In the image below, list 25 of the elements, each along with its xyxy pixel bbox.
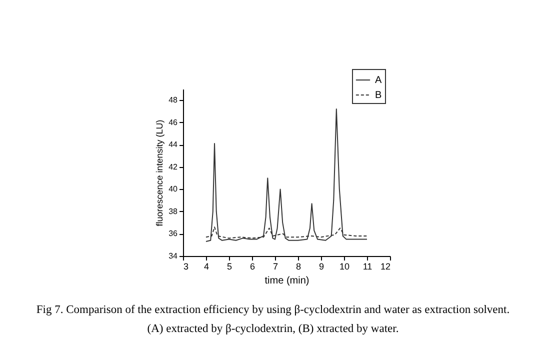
y-tick-label: 42 <box>168 162 178 172</box>
legend-label: B <box>375 90 382 101</box>
x-axis-title: time (min) <box>264 276 310 286</box>
y-tick-label: 44 <box>168 140 178 150</box>
x-tick-label: 9 <box>318 262 324 272</box>
y-tick-label: 34 <box>168 252 178 260</box>
legend-label: A <box>375 75 382 86</box>
y-tick-label: 38 <box>168 206 178 216</box>
x-tick-label: 10 <box>339 262 350 272</box>
x-tick-label: 7 <box>272 262 278 272</box>
y-tick-label: 46 <box>168 118 178 127</box>
y-tick-label: 48 <box>168 96 178 105</box>
x-tick-label: 3 <box>184 262 189 272</box>
x-tick-label: 6 <box>250 262 256 272</box>
y-tick-label: 40 <box>168 184 178 194</box>
y-tick-label: 36 <box>168 229 178 238</box>
text: (A) extracted by β-cyclodextrin, (B) xtracted by water. <box>147 323 399 335</box>
x-tick-label: 5 <box>226 262 232 272</box>
y-axis-title: fluorescence intensity (LU) <box>154 120 165 226</box>
line-series <box>206 108 368 242</box>
x-tick-label: 8 <box>296 262 302 272</box>
x-tick-label: 12 <box>380 262 390 272</box>
caption: Fig 7. Comparison of the extraction efficiency by using β-cyclodextrin and water as extraction solvent. <box>36 304 510 316</box>
x-tick-label: 11 <box>362 262 372 272</box>
x-tick-label: 4 <box>204 262 210 272</box>
